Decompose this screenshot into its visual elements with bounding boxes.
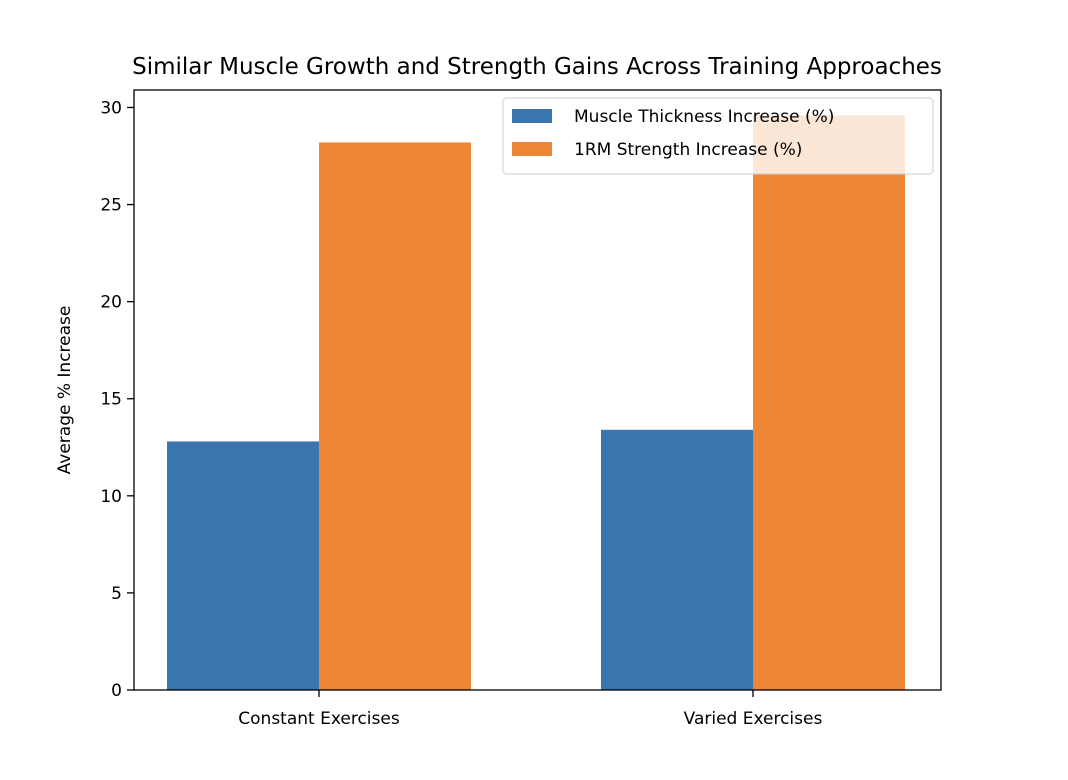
bar-muscle-thickness-1 [601, 429, 753, 690]
y-tick-label: 30 [100, 98, 122, 118]
y-tick-label: 25 [100, 196, 122, 216]
legend-swatch-1 [512, 142, 552, 156]
bar-muscle-thickness-0 [167, 441, 319, 690]
legend: Muscle Thickness Increase (%) 1RM Strengt… [502, 97, 934, 175]
legend-label-0: Muscle Thickness Increase (%) [574, 107, 834, 127]
legend-box [502, 97, 934, 175]
y-tick-label: 20 [100, 293, 122, 313]
bars-group [167, 115, 905, 690]
bar-1rm-strength-0 [319, 142, 471, 690]
x-axis: Constant Exercises Varied Exercises [238, 690, 822, 729]
plot-frame [133, 89, 942, 691]
legend-label-1: 1RM Strength Increase (%) [574, 140, 802, 160]
x-tick-label: Constant Exercises [238, 709, 400, 729]
x-tick-label: Varied Exercises [684, 709, 823, 729]
y-tick-label: 0 [111, 681, 122, 701]
y-tick-label: 10 [100, 487, 122, 507]
y-tick-label: 15 [100, 390, 122, 410]
y-axis-label: Average % Increase [55, 306, 75, 475]
legend-swatch-0 [512, 109, 552, 123]
bar-1rm-strength-1 [753, 115, 905, 690]
y-tick-label: 5 [111, 584, 122, 604]
y-axis: 0 5 10 15 20 25 30 [100, 98, 134, 701]
chart-title: Similar Muscle Growth and Strength Gains… [132, 54, 942, 80]
